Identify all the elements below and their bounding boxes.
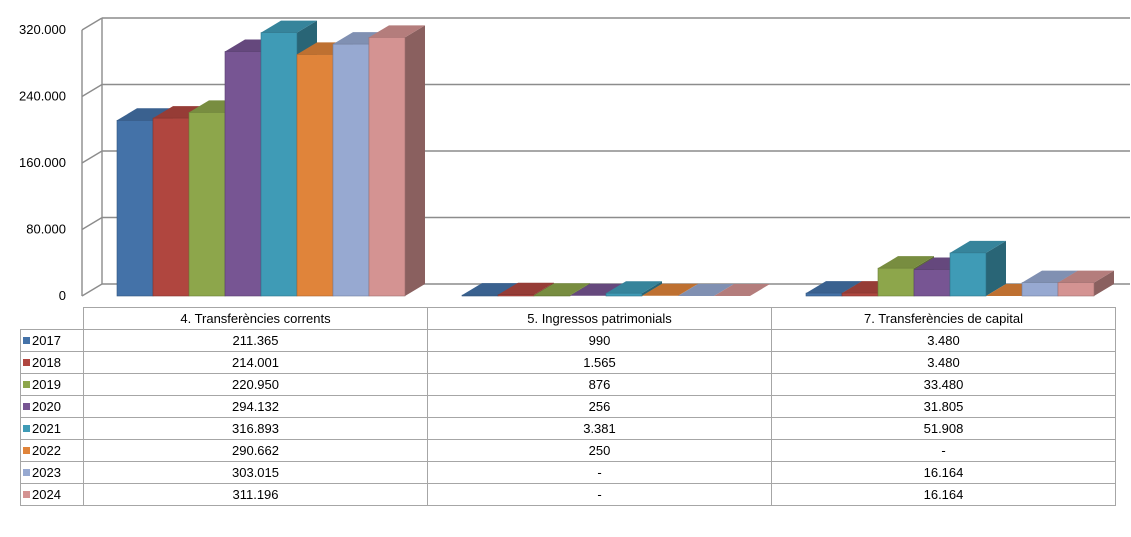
- data-label: 294.132: [83, 395, 428, 418]
- bar-2024: [714, 284, 770, 296]
- data-label: 256: [427, 395, 772, 418]
- gridline-wall: [81, 17, 103, 31]
- bar-2024: [368, 25, 425, 297]
- legend-entry: 2021: [20, 417, 84, 440]
- gridline-wall: [81, 150, 103, 164]
- data-label: 3.480: [771, 329, 1116, 352]
- table-row: 2017 211.365 990 3.480: [20, 329, 1116, 352]
- y-axis-ticks: 0 80.000 160.000 240.000 320.000: [19, 22, 66, 303]
- y-tick-label: 80.000: [26, 222, 66, 237]
- y-tick-label: 320.000: [19, 22, 66, 37]
- series-name: 2024: [32, 487, 61, 502]
- bar-chart: 0 80.000 160.000 240.000 320.000: [19, 17, 1130, 303]
- bar-2022: [642, 283, 698, 296]
- data-table: 4. Transferències corrents 5. Ingressos p…: [20, 307, 1116, 506]
- series-name: 2019: [32, 377, 61, 392]
- legend-entry: 2020: [20, 395, 84, 418]
- legend-entry: 2018: [20, 351, 84, 374]
- legend-key: [23, 359, 30, 366]
- series-name: 2021: [32, 421, 61, 436]
- data-label: 214.001: [83, 351, 428, 374]
- legend-key: [23, 381, 30, 388]
- bar-2023: [678, 284, 734, 296]
- category-header: 4. Transferències corrents: [83, 307, 428, 330]
- data-label: 1.565: [427, 351, 772, 374]
- data-label: 250: [427, 439, 772, 462]
- category-header: 7. Transferències de capital: [771, 307, 1116, 330]
- table-row: 2022 290.662 250-: [20, 439, 1116, 462]
- legend-entry: 2022: [20, 439, 84, 462]
- data-label: 51.908: [771, 417, 1116, 440]
- data-label: 3.480: [771, 351, 1116, 374]
- data-label: 16.164: [771, 483, 1116, 506]
- y-tick-label: 240.000: [19, 89, 66, 104]
- bar-2021: [949, 240, 1006, 297]
- chart-bars: [116, 20, 1114, 297]
- series-name: 2017: [32, 333, 61, 348]
- series-name: 2023: [32, 465, 61, 480]
- data-label: 303.015: [83, 461, 428, 484]
- table-row: 2023 303.015-16.164: [20, 461, 1116, 484]
- data-label: 316.893: [83, 417, 428, 440]
- gridline-wall: [81, 216, 103, 231]
- gridline-wall: [81, 83, 103, 98]
- data-label: 220.950: [83, 373, 428, 396]
- data-label: 31.805: [771, 395, 1116, 418]
- data-label: 3.381: [427, 417, 772, 440]
- data-label: 311.196: [83, 483, 428, 506]
- table-row: 2024 311.196-16.164: [20, 483, 1116, 506]
- table-row: 2019 220.950 876 33.480: [20, 373, 1116, 396]
- data-label: 16.164: [771, 461, 1116, 484]
- table-row: 2021 316.893 3.381 51.908: [20, 417, 1116, 440]
- legend-key: [23, 337, 30, 344]
- data-label: -: [427, 461, 772, 484]
- bar-2021: [605, 281, 662, 297]
- legend-key: [23, 469, 30, 476]
- legend-entry: 2019: [20, 373, 84, 396]
- data-label: 290.662: [83, 439, 428, 462]
- data-label: -: [771, 439, 1116, 462]
- legend-key: [23, 403, 30, 410]
- legend-entry: 2024: [20, 483, 84, 506]
- data-label: 211.365: [83, 329, 428, 352]
- series-name: 2018: [32, 355, 61, 370]
- legend-entry: 2017: [20, 329, 84, 352]
- data-label: -: [427, 483, 772, 506]
- legend-entry: 2023: [20, 461, 84, 484]
- y-tick-label: 0: [59, 288, 66, 303]
- legend-key: [23, 425, 30, 432]
- legend-key: [23, 447, 30, 454]
- series-name: 2022: [32, 443, 61, 458]
- series-name: 2020: [32, 399, 61, 414]
- bar-2024: [1057, 270, 1114, 297]
- data-label: 33.480: [771, 373, 1116, 396]
- y-tick-label: 160.000: [19, 155, 66, 170]
- legend-key: [23, 491, 30, 498]
- data-label: 876: [427, 373, 772, 396]
- data-label: 990: [427, 329, 772, 352]
- gridline-wall: [81, 283, 103, 297]
- table-row: 2020 294.132 256 31.805: [20, 395, 1116, 418]
- table-row: 2018 214.001 1.565 3.480: [20, 351, 1116, 374]
- table-corner: [20, 307, 84, 330]
- category-header: 5. Ingressos patrimonials: [427, 307, 772, 330]
